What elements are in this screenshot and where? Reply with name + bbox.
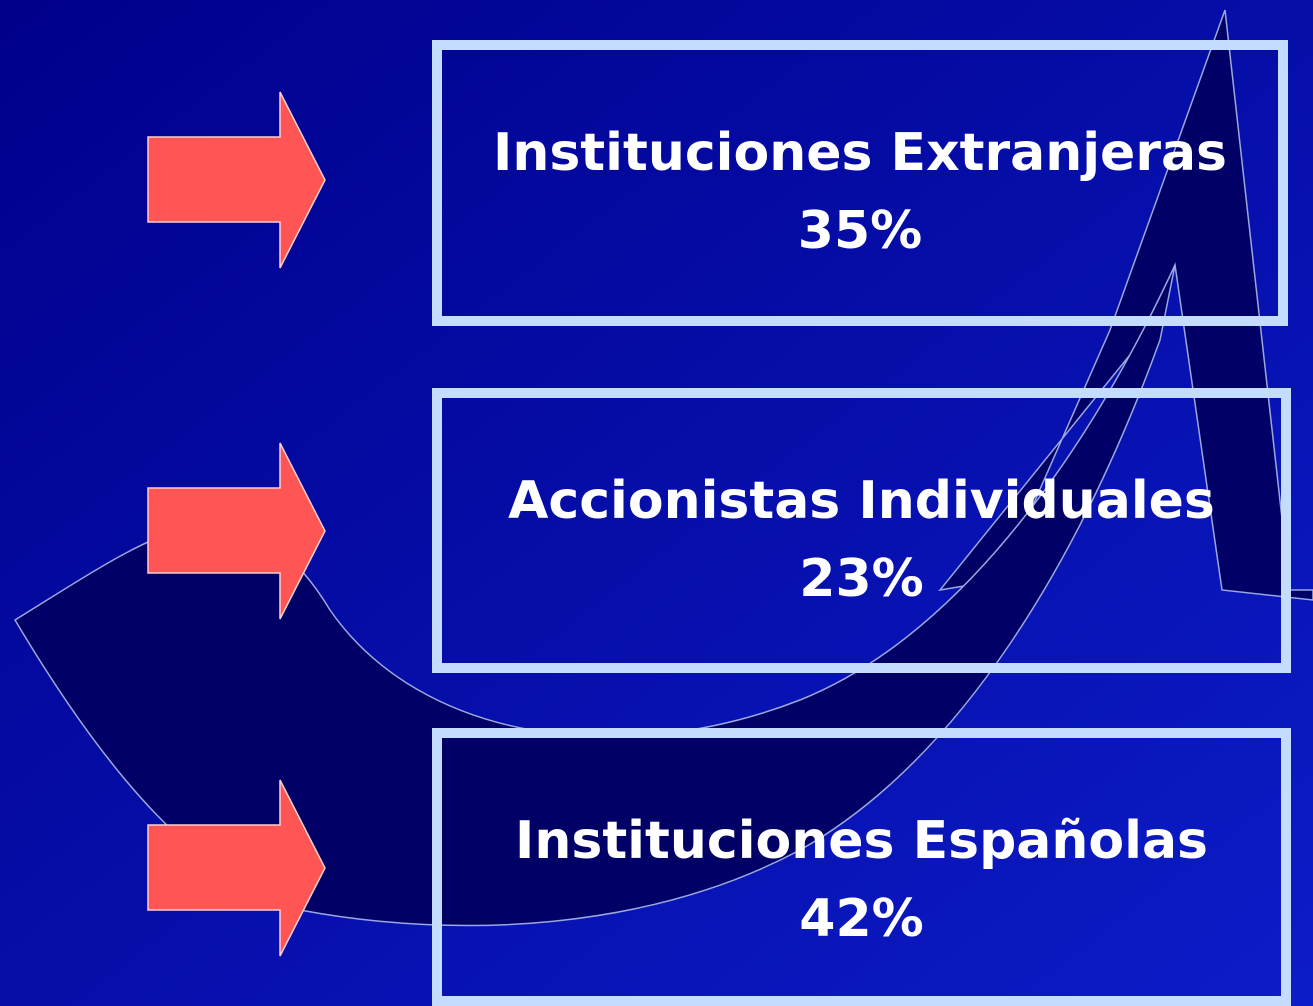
arrow xyxy=(147,442,326,620)
box-label: Instituciones Extranjeras xyxy=(493,123,1227,183)
arrow xyxy=(147,91,326,269)
rows: Instituciones Extranjeras 35% Accionistas … xyxy=(147,40,1291,1006)
box-label: Instituciones Españolas xyxy=(515,811,1208,871)
box xyxy=(432,728,1291,1006)
box-label: Accionistas Individuales xyxy=(508,471,1215,531)
box-value: 23% xyxy=(799,549,923,609)
box xyxy=(432,40,1288,326)
box xyxy=(432,388,1291,673)
box-value: 35% xyxy=(798,201,922,261)
box-value: 42% xyxy=(799,889,923,949)
arrow xyxy=(147,779,326,957)
